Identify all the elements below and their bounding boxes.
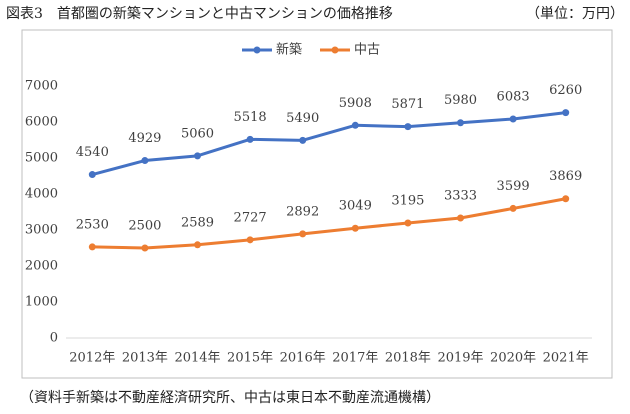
data-label: 3195 (391, 193, 424, 208)
data-label: 2727 (234, 210, 267, 225)
data-label: 5518 (234, 110, 267, 125)
data-point (246, 135, 254, 143)
data-point (351, 121, 359, 129)
data-point (88, 243, 96, 251)
x-tick-label: 2013年 (122, 351, 168, 366)
data-point (351, 224, 359, 232)
x-tick-label: 2020年 (490, 351, 536, 366)
chart-frame (21, 29, 613, 379)
y-tick-label: 1000 (25, 295, 58, 310)
x-tick-label: 2016年 (280, 351, 326, 366)
data-point (509, 204, 517, 212)
data-point (457, 214, 464, 222)
data-label: 5980 (444, 93, 477, 108)
y-tick-label: 3000 (25, 223, 58, 238)
data-label: 5060 (181, 126, 214, 141)
data-point (509, 115, 517, 123)
x-tick-label: 2014年 (174, 351, 220, 366)
unit-note: （単位：万円） (526, 6, 624, 22)
data-point (299, 136, 307, 144)
legend-label: 新築 (276, 42, 302, 58)
x-tick-label: 2012年 (69, 351, 115, 366)
data-label: 2500 (128, 219, 161, 234)
data-label: 3333 (444, 189, 477, 204)
data-point (562, 195, 570, 203)
y-tick-label: 0 (50, 331, 58, 346)
y-tick-label: 2000 (25, 259, 58, 274)
data-point (562, 109, 570, 117)
data-label: 5490 (286, 111, 319, 126)
data-label: 2892 (286, 204, 319, 219)
data-point (194, 152, 201, 160)
legend-marker (331, 46, 339, 54)
data-label: 2530 (76, 217, 109, 232)
source-note: （資料手新築は不動産経済研究所、中古は東日本不動産流通機構） (20, 390, 440, 406)
series-line (92, 197, 566, 250)
legend-label: 中古 (354, 43, 380, 58)
series-line (91, 111, 566, 177)
y-tick-label: 5000 (25, 151, 58, 166)
data-point (141, 157, 149, 165)
data-label: 3599 (497, 179, 530, 194)
data-point (299, 230, 307, 238)
y-tick-label: 6000 (25, 115, 58, 130)
data-label: 5871 (391, 97, 424, 112)
chart-title: 図表3 首都圏の新築マンションと中古マンションの価格推移 (6, 6, 393, 22)
y-tick-label: 4000 (25, 187, 58, 202)
data-label: 6083 (497, 90, 530, 105)
data-point (404, 219, 412, 227)
data-point (194, 241, 201, 249)
x-tick-label: 2018年 (385, 351, 431, 366)
y-tick-label: 7000 (25, 79, 58, 94)
data-point (404, 123, 412, 131)
x-tick-label: 2017年 (332, 351, 378, 366)
legend-marker (253, 46, 261, 54)
data-point (457, 119, 464, 127)
data-label: 4540 (76, 145, 109, 160)
x-tick-label: 2019年 (437, 351, 483, 366)
data-label: 5908 (339, 96, 372, 111)
data-label: 2589 (181, 215, 214, 230)
x-tick-label: 2015年 (227, 351, 273, 366)
data-label: 6260 (549, 83, 582, 98)
x-tick-label: 2021年 (543, 351, 589, 366)
data-label: 3869 (549, 169, 582, 184)
data-label: 3049 (339, 199, 372, 214)
data-point (246, 236, 254, 244)
data-point (88, 171, 96, 179)
data-point (141, 244, 149, 252)
data-label: 4929 (128, 131, 161, 146)
